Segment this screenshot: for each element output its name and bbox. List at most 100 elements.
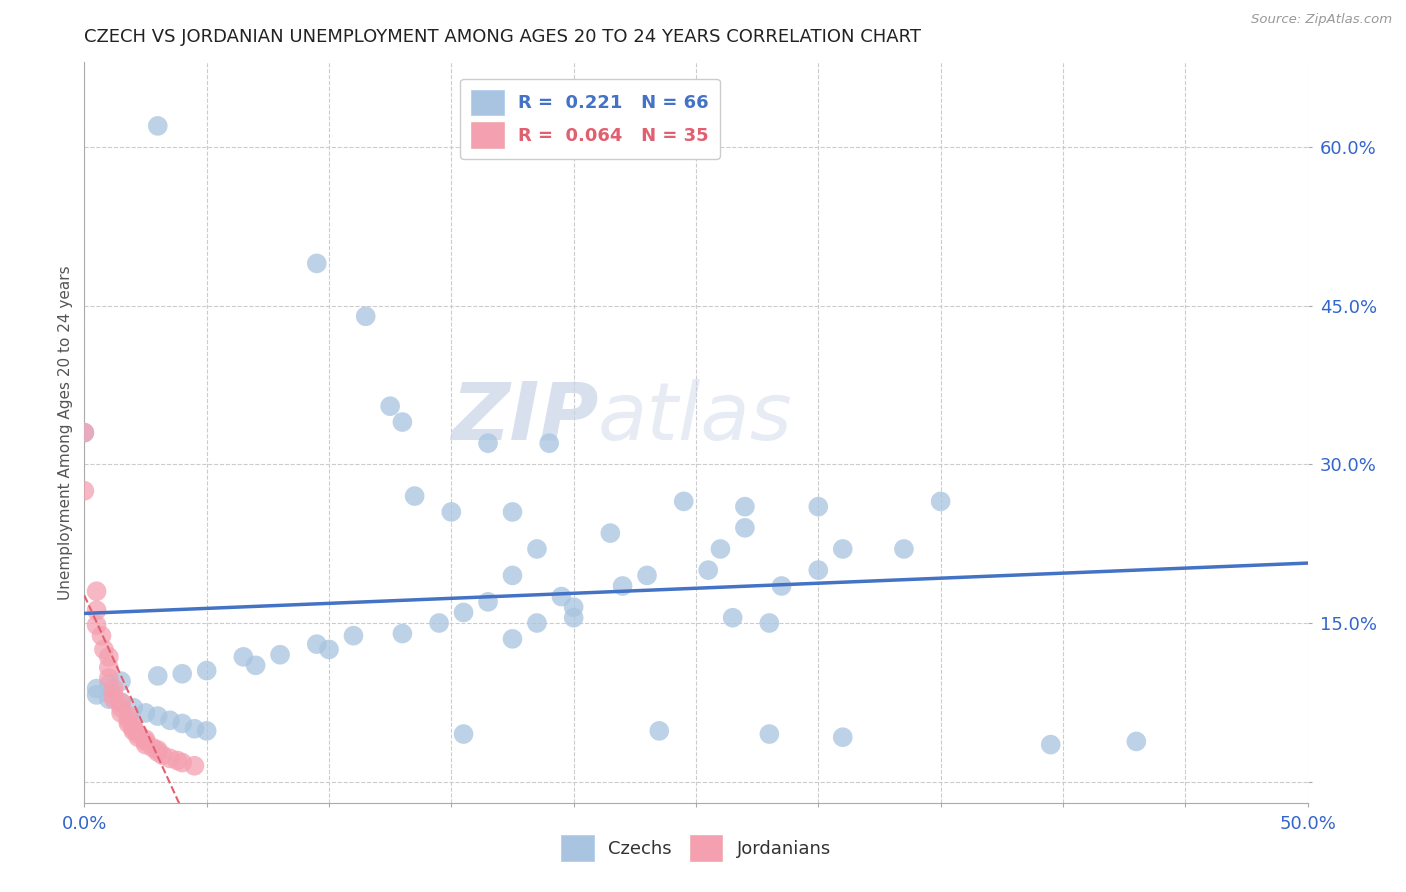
Point (97, 671, 120, 685)
Point (135, 738, 157, 752)
Point (103, 681, 125, 696)
Point (612, 579, 634, 593)
Point (146, 745, 169, 759)
Point (502, 568, 524, 582)
Point (440, 505, 463, 519)
Point (73, 425, 96, 440)
Point (172, 716, 194, 731)
Point (807, 500, 830, 514)
Point (122, 700, 145, 714)
Point (110, 695, 132, 709)
Point (159, 714, 181, 728)
Point (538, 436, 561, 450)
Point (110, 700, 132, 714)
Point (697, 563, 720, 577)
Point (269, 648, 291, 662)
Point (831, 541, 853, 556)
Point (73, 425, 96, 440)
Point (110, 706, 132, 720)
Point (122, 723, 145, 738)
Point (831, 730, 853, 744)
Point (550, 590, 572, 604)
Point (93, 642, 115, 657)
Point (135, 706, 157, 720)
Point (1125, 734, 1147, 748)
Point (721, 611, 744, 625)
Point (97, 660, 120, 674)
Text: ZIP: ZIP (451, 379, 598, 457)
Point (117, 714, 139, 728)
Point (103, 692, 125, 706)
Point (391, 415, 413, 429)
Legend: Czechs, Jordanians: Czechs, Jordanians (554, 828, 838, 868)
Point (97, 649, 120, 664)
Point (318, 642, 340, 657)
Point (502, 632, 524, 646)
Point (73, 483, 96, 498)
Point (122, 720, 145, 734)
Point (183, 722, 205, 736)
Point (427, 615, 450, 630)
Point (135, 734, 157, 748)
Point (183, 758, 205, 772)
Point (110, 674, 132, 689)
Point (636, 568, 658, 582)
Point (117, 709, 139, 723)
Point (135, 732, 157, 747)
Point (90, 629, 112, 643)
Point (86, 584, 108, 599)
Point (929, 494, 952, 508)
Point (103, 688, 125, 702)
Point (152, 748, 174, 763)
Point (110, 695, 132, 709)
Point (599, 526, 621, 541)
Point (305, 637, 328, 651)
Point (734, 500, 756, 514)
Point (146, 669, 169, 683)
Point (142, 740, 165, 755)
Text: Source: ZipAtlas.com: Source: ZipAtlas.com (1251, 13, 1392, 27)
Point (453, 727, 475, 741)
Point (195, 723, 218, 738)
Point (709, 541, 731, 556)
Point (127, 727, 149, 741)
Point (232, 649, 254, 664)
Point (526, 615, 548, 630)
Point (342, 629, 364, 643)
Y-axis label: Unemployment Among Ages 20 to 24 years: Unemployment Among Ages 20 to 24 years (58, 265, 73, 600)
Point (1039, 738, 1062, 752)
Point (146, 119, 169, 133)
Point (758, 615, 780, 630)
Point (453, 606, 475, 620)
Text: atlas: atlas (598, 379, 793, 457)
Point (770, 579, 793, 593)
Point (159, 751, 181, 765)
Point (146, 743, 169, 757)
Point (166, 754, 188, 768)
Point (391, 626, 413, 640)
Point (245, 658, 267, 673)
Point (97, 677, 120, 691)
Point (477, 436, 499, 450)
Point (807, 563, 830, 577)
Point (404, 489, 426, 503)
Point (122, 722, 145, 736)
Point (502, 505, 524, 519)
Point (526, 541, 548, 556)
Point (117, 716, 139, 731)
Point (86, 603, 108, 617)
Text: CZECH VS JORDANIAN UNEMPLOYMENT AMONG AGES 20 TO 24 YEARS CORRELATION CHART: CZECH VS JORDANIAN UNEMPLOYMENT AMONG AG… (84, 28, 921, 45)
Point (672, 494, 695, 508)
Point (127, 730, 149, 744)
Point (648, 723, 671, 738)
Point (758, 727, 780, 741)
Point (97, 692, 120, 706)
Point (86, 688, 108, 702)
Point (734, 521, 756, 535)
Point (86, 681, 108, 696)
Point (195, 664, 218, 678)
Point (477, 595, 499, 609)
Point (86, 618, 108, 632)
Point (562, 611, 585, 625)
Point (305, 256, 328, 270)
